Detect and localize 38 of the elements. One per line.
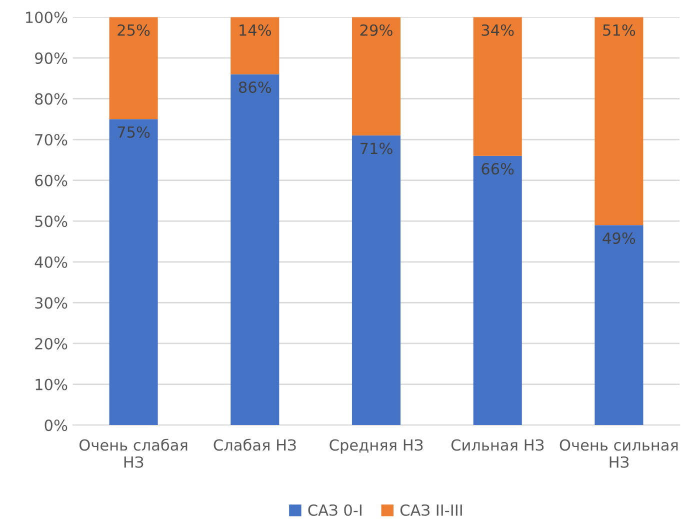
y-tick-label: 20% (35, 338, 68, 350)
data-label: 25% (118, 24, 150, 36)
bar (109, 17, 158, 120)
legend-label: САЗ 0-I (308, 504, 362, 516)
y-tick-label: 30% (35, 297, 68, 309)
x-tick-label: Очень сильная НЗ (560, 439, 678, 468)
bar (473, 17, 522, 156)
data-label: 29% (360, 24, 392, 36)
bar (352, 17, 401, 136)
x-tick-label: Очень слабая НЗ (80, 438, 188, 468)
bar (473, 156, 522, 426)
legend-label: САЗ II-III (400, 504, 462, 516)
y-tick-label: 60% (35, 174, 68, 186)
data-label: 34% (482, 24, 514, 36)
y-tick-label: 80% (35, 93, 68, 105)
data-label: 75% (118, 126, 150, 138)
x-tick-label: Сильная НЗ (451, 439, 544, 451)
bar (594, 225, 644, 426)
bar (109, 119, 158, 426)
y-tick-label: 70% (35, 134, 68, 146)
bar (594, 17, 644, 226)
data-label: 49% (602, 232, 636, 244)
x-tick-label: Слабая НЗ (214, 438, 296, 451)
y-tick-label: 40% (34, 256, 68, 268)
data-label: 71% (360, 142, 392, 154)
y-tick-label: 90% (35, 52, 68, 64)
bar (230, 74, 280, 426)
y-tick-label: 10% (36, 378, 68, 390)
data-label: 86% (238, 81, 272, 94)
x-tick-label: Средняя НЗ (330, 439, 423, 454)
bar (230, 17, 280, 74)
y-tick-label: 0% (44, 420, 68, 432)
y-tick-label: 100% (26, 12, 68, 24)
data-label: 51% (603, 24, 636, 36)
y-tick-label: 50% (35, 216, 68, 228)
data-label: 66% (482, 163, 514, 175)
data-label: 14% (240, 24, 272, 36)
bar (352, 135, 401, 426)
